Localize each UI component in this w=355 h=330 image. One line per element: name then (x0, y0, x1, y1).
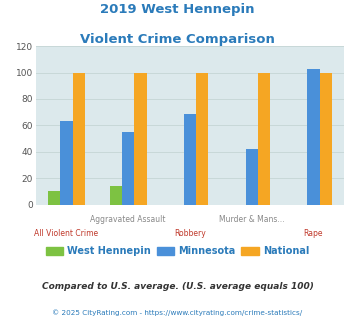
Bar (196, 73, 208, 205)
Bar (48, 191, 60, 205)
Legend: West Hennepin, Minnesota, National: West Hennepin, Minnesota, National (42, 243, 313, 260)
Text: Aggravated Assault: Aggravated Assault (91, 214, 166, 223)
Text: Robbery: Robbery (174, 229, 206, 238)
Bar (320, 73, 332, 205)
Bar (122, 132, 134, 205)
Bar (307, 69, 320, 205)
Bar (184, 114, 196, 205)
Text: 2019 West Hennepin: 2019 West Hennepin (100, 3, 255, 16)
Bar (134, 73, 147, 205)
Text: Violent Crime Comparison: Violent Crime Comparison (80, 33, 275, 46)
Text: Rape: Rape (304, 229, 323, 238)
Bar (246, 149, 258, 205)
Bar (258, 73, 270, 205)
Text: All Violent Crime: All Violent Crime (34, 229, 98, 238)
Bar (110, 186, 122, 205)
Text: Compared to U.S. average. (U.S. average equals 100): Compared to U.S. average. (U.S. average … (42, 282, 313, 291)
Text: © 2025 CityRating.com - https://www.cityrating.com/crime-statistics/: © 2025 CityRating.com - https://www.city… (53, 310, 302, 316)
Bar (60, 121, 72, 205)
Bar (72, 73, 85, 205)
Text: Murder & Mans...: Murder & Mans... (219, 214, 284, 223)
